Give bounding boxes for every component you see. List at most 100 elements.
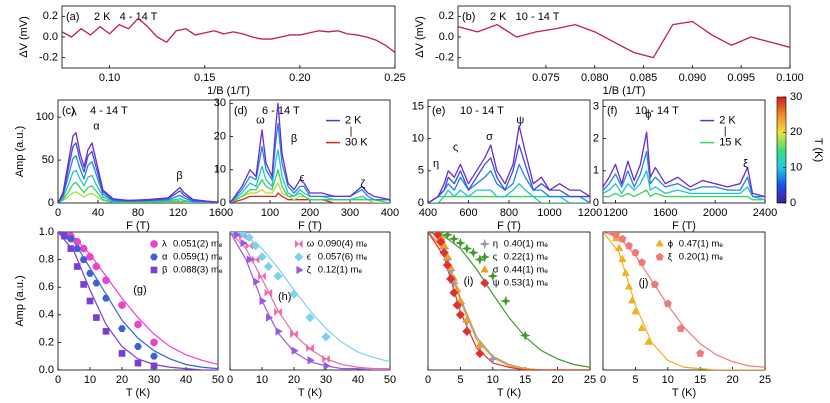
data-line	[230, 169, 390, 203]
marker	[650, 280, 659, 288]
marker	[676, 324, 685, 333]
marker	[663, 299, 672, 308]
x-tick-label: 5	[632, 374, 638, 386]
marker	[150, 266, 158, 274]
data-line	[603, 189, 765, 201]
marker	[245, 241, 254, 251]
marker	[322, 354, 330, 364]
peak-label: ς	[453, 141, 458, 153]
y-tick-label: 0.0	[43, 31, 58, 43]
panel: 0 10 20 30 40 50 T (K) (h) ω 0.090(4) mₑ ϵ 0.057(6)…	[227, 231, 396, 399]
data-line	[58, 191, 218, 203]
peak-label: β	[176, 170, 182, 182]
y-tick-label: 0.2	[439, 10, 454, 22]
marker	[487, 270, 499, 282]
peak-label: ϕ	[645, 108, 651, 120]
plot-frame	[57, 99, 219, 204]
marker	[73, 237, 82, 246]
x-axis-label: T (K)	[672, 387, 696, 399]
marker	[294, 239, 303, 249]
data-line	[428, 125, 590, 203]
y-tick-label: 1	[593, 165, 599, 177]
marker	[258, 271, 266, 281]
marker	[475, 348, 485, 359]
marker	[93, 314, 100, 321]
y-tick-label: 2	[593, 133, 599, 145]
marker	[290, 329, 298, 339]
panel-title: 4 - 14 T	[90, 105, 128, 117]
legend-label: 30 K	[345, 137, 368, 149]
y-tick-label: 1.0	[39, 226, 54, 238]
marker	[611, 232, 621, 239]
marker	[274, 307, 282, 317]
x-tick-label: 10	[487, 374, 499, 386]
peak-label: ζ	[360, 178, 365, 190]
x-axis-label: F (T)	[126, 220, 150, 232]
plot-area	[603, 131, 765, 201]
x-tick-label: 5	[457, 374, 463, 386]
plot-frame	[602, 99, 766, 204]
marker	[479, 251, 491, 263]
fit-line	[230, 232, 390, 370]
x-tick-label: 20	[116, 374, 128, 386]
plot-area	[428, 232, 590, 370]
data-line	[603, 131, 765, 198]
plot-frame	[229, 99, 391, 204]
peak-label: ϵ	[300, 172, 305, 184]
x-tick-label: 0	[55, 374, 61, 386]
legend-name: λ	[162, 239, 167, 250]
panel-label: (i)	[464, 276, 474, 288]
x-axis-label: T (K)	[497, 387, 521, 399]
y-tick-label: 0.4	[39, 309, 54, 321]
panel-title: 2 K 4 - 14 T	[94, 11, 158, 23]
y-axis-label: Amp (a.u.)	[14, 275, 26, 326]
colorbar-tick-label: 10	[790, 162, 802, 174]
x-tick-label: 0	[425, 374, 431, 386]
peak-label: λ	[71, 106, 77, 118]
marker	[618, 254, 627, 263]
x-tick-label: 20	[726, 374, 738, 386]
panel: 0.075 0.080 0.085 0.090 0.095 0.100 -0.2 0.0 0.2…	[414, 5, 804, 97]
legend-label: 0.20(1) mₑ	[679, 252, 724, 263]
panel-label: (c)	[62, 105, 75, 117]
x-tick-label: 1000	[537, 207, 561, 219]
x-tick-label: 0.095	[727, 72, 755, 84]
y-tick-label: 5	[418, 165, 424, 177]
legend-label: 0.059(1) mₑ	[173, 252, 223, 263]
plot-area	[230, 102, 390, 203]
data-line	[603, 170, 765, 201]
marker	[240, 238, 248, 248]
x-tick-label: 50	[212, 374, 224, 386]
x-axis-label: 1/B (1/T)	[207, 85, 250, 97]
marker	[150, 352, 158, 360]
x-tick-label: 800	[500, 207, 518, 219]
panel: 0 10 20 30 T (K)	[776, 91, 824, 209]
y-axis-label: ΔV (mV)	[18, 16, 30, 58]
x-tick-label: 80	[132, 207, 144, 219]
x-tick-label: 0.090	[679, 72, 707, 84]
y-tick-label: 30	[214, 97, 226, 109]
marker	[655, 252, 664, 261]
data-line	[58, 155, 218, 203]
x-tick-label: 0.15	[194, 72, 215, 84]
data-line	[58, 142, 218, 203]
marker	[519, 330, 531, 341]
marker	[637, 323, 647, 332]
marker	[291, 346, 299, 355]
marker	[637, 258, 646, 266]
marker	[150, 240, 158, 248]
marker	[487, 353, 499, 365]
y-axis-label: ΔV (mV)	[414, 16, 426, 58]
marker	[263, 261, 274, 272]
marker	[454, 237, 466, 249]
marker	[441, 232, 453, 241]
legend-name: ϕ	[668, 239, 673, 250]
peak-label: β	[291, 133, 297, 145]
marker	[79, 256, 88, 263]
x-tick-label: 100	[261, 207, 279, 219]
marker	[480, 278, 490, 288]
legend-name: ω	[307, 239, 315, 250]
legend-name: ϵ	[307, 252, 311, 263]
marker	[323, 361, 331, 370]
marker	[621, 268, 630, 276]
